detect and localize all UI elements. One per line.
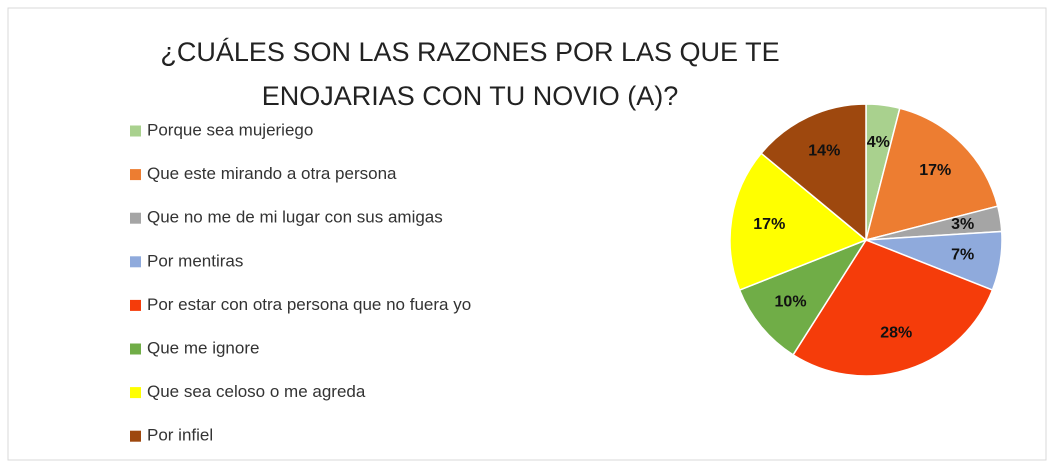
- legend-swatch: [130, 212, 141, 224]
- legend-label: Que no me de mi lugar con sus amigas: [147, 208, 443, 227]
- data-label: 10%: [775, 294, 807, 311]
- legend-swatch: [130, 387, 141, 399]
- data-label: 28%: [880, 324, 912, 341]
- legend-swatch: [130, 256, 141, 268]
- data-label: 17%: [919, 162, 951, 179]
- chart-title: ¿CUÁLES SON LAS RAZONES POR LAS QUE TE E…: [160, 37, 780, 111]
- legend-label: Por mentiras: [147, 251, 243, 270]
- pie-slice: [729, 152, 868, 292]
- legend-label: Por estar con otra persona que no fuera …: [147, 295, 471, 314]
- legend-label: Que este mirando a otra persona: [147, 164, 397, 183]
- data-label: 4%: [867, 134, 890, 151]
- chart-frame: [7, 7, 1047, 461]
- legend-swatch: [130, 430, 141, 442]
- data-label: 17%: [753, 216, 785, 233]
- legend-swatch: [130, 125, 141, 137]
- legend-label: Porque sea mujeriego: [147, 120, 313, 139]
- pie-slice: [864, 107, 999, 242]
- pie-slice: [760, 103, 867, 242]
- data-label: 3%: [951, 216, 974, 233]
- legend-swatch: [130, 169, 141, 181]
- legend-label: Por infiel: [147, 426, 213, 445]
- data-label: 14%: [808, 143, 840, 160]
- legend-swatch: [130, 343, 141, 355]
- legend-swatch: [130, 299, 141, 311]
- pie-slice: [738, 238, 868, 356]
- data-label: 7%: [951, 247, 974, 264]
- pie-slice: [792, 239, 994, 377]
- legend-label: Que me ignore: [147, 338, 259, 357]
- legend-label: Que sea celoso o me agreda: [147, 382, 366, 401]
